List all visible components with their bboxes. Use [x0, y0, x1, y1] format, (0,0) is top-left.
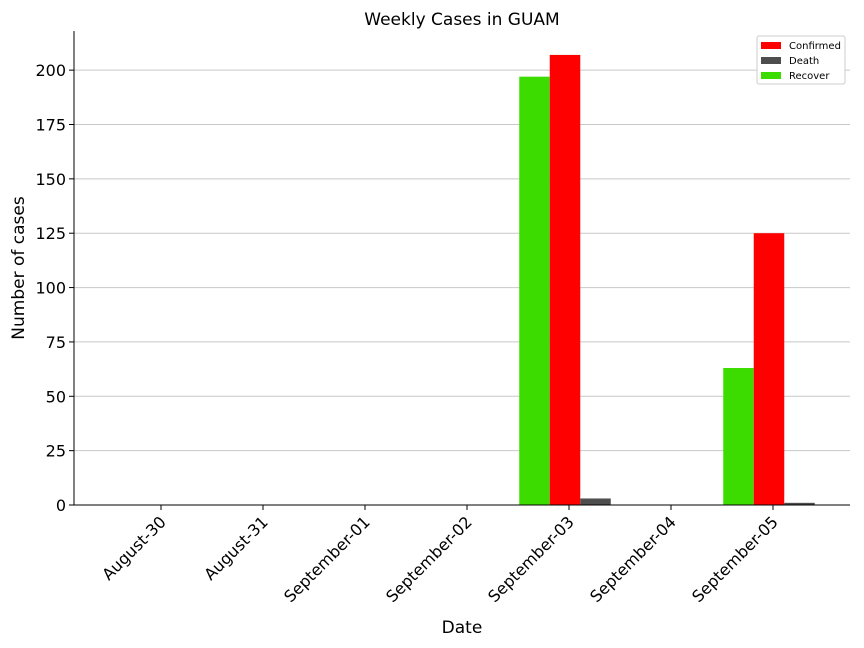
- bar-recover-september-05: [723, 368, 754, 505]
- y-tick-label: 75: [46, 333, 66, 352]
- bar-recover-september-03: [519, 76, 550, 505]
- y-tick-label: 125: [35, 224, 66, 243]
- legend: Confirmed Death Recover: [756, 35, 846, 85]
- y-ticks: 0 25 50 75 100 125 150 175 200: [35, 61, 74, 515]
- y-axis-label: Number of cases: [9, 196, 29, 340]
- bar-confirmed-september-03: [549, 54, 581, 506]
- x-tick-label: September-05: [688, 512, 782, 606]
- chart-title: Weekly Cases in GUAM: [364, 10, 559, 30]
- x-tick-label: September-04: [586, 512, 680, 606]
- legend-label-death: Death: [789, 56, 819, 67]
- bar-death-september-03: [580, 498, 611, 505]
- x-tick-label: September-02: [382, 512, 476, 606]
- bar-confirmed-september-05: [753, 233, 785, 506]
- legend-swatch-death: [761, 57, 781, 64]
- x-tick-label: September-01: [280, 512, 374, 606]
- x-tick-label: August-31: [200, 512, 272, 584]
- legend-label-confirmed: Confirmed: [789, 41, 841, 52]
- y-tick-label: 25: [46, 442, 66, 461]
- x-ticks: August-30 August-31 September-01 September-…: [98, 505, 782, 606]
- gridlines: [74, 69, 850, 452]
- y-tick-label: 0: [56, 496, 66, 515]
- legend-swatch-confirmed: [761, 42, 781, 49]
- y-tick-label: 50: [46, 387, 66, 406]
- y-tick-label: 175: [35, 115, 66, 134]
- x-tick-label: August-30: [98, 512, 170, 584]
- bar-death-september-05: [784, 502, 815, 505]
- y-tick-label: 150: [35, 170, 66, 189]
- y-tick-label: 100: [35, 279, 66, 298]
- x-axis-label: Date: [442, 618, 483, 638]
- legend-swatch-recover: [761, 72, 781, 79]
- bars: [519, 54, 815, 506]
- axes: [73, 31, 850, 506]
- y-tick-label: 200: [35, 61, 66, 80]
- x-tick-label: September-03: [484, 512, 578, 606]
- legend-label-recover: Recover: [789, 71, 830, 82]
